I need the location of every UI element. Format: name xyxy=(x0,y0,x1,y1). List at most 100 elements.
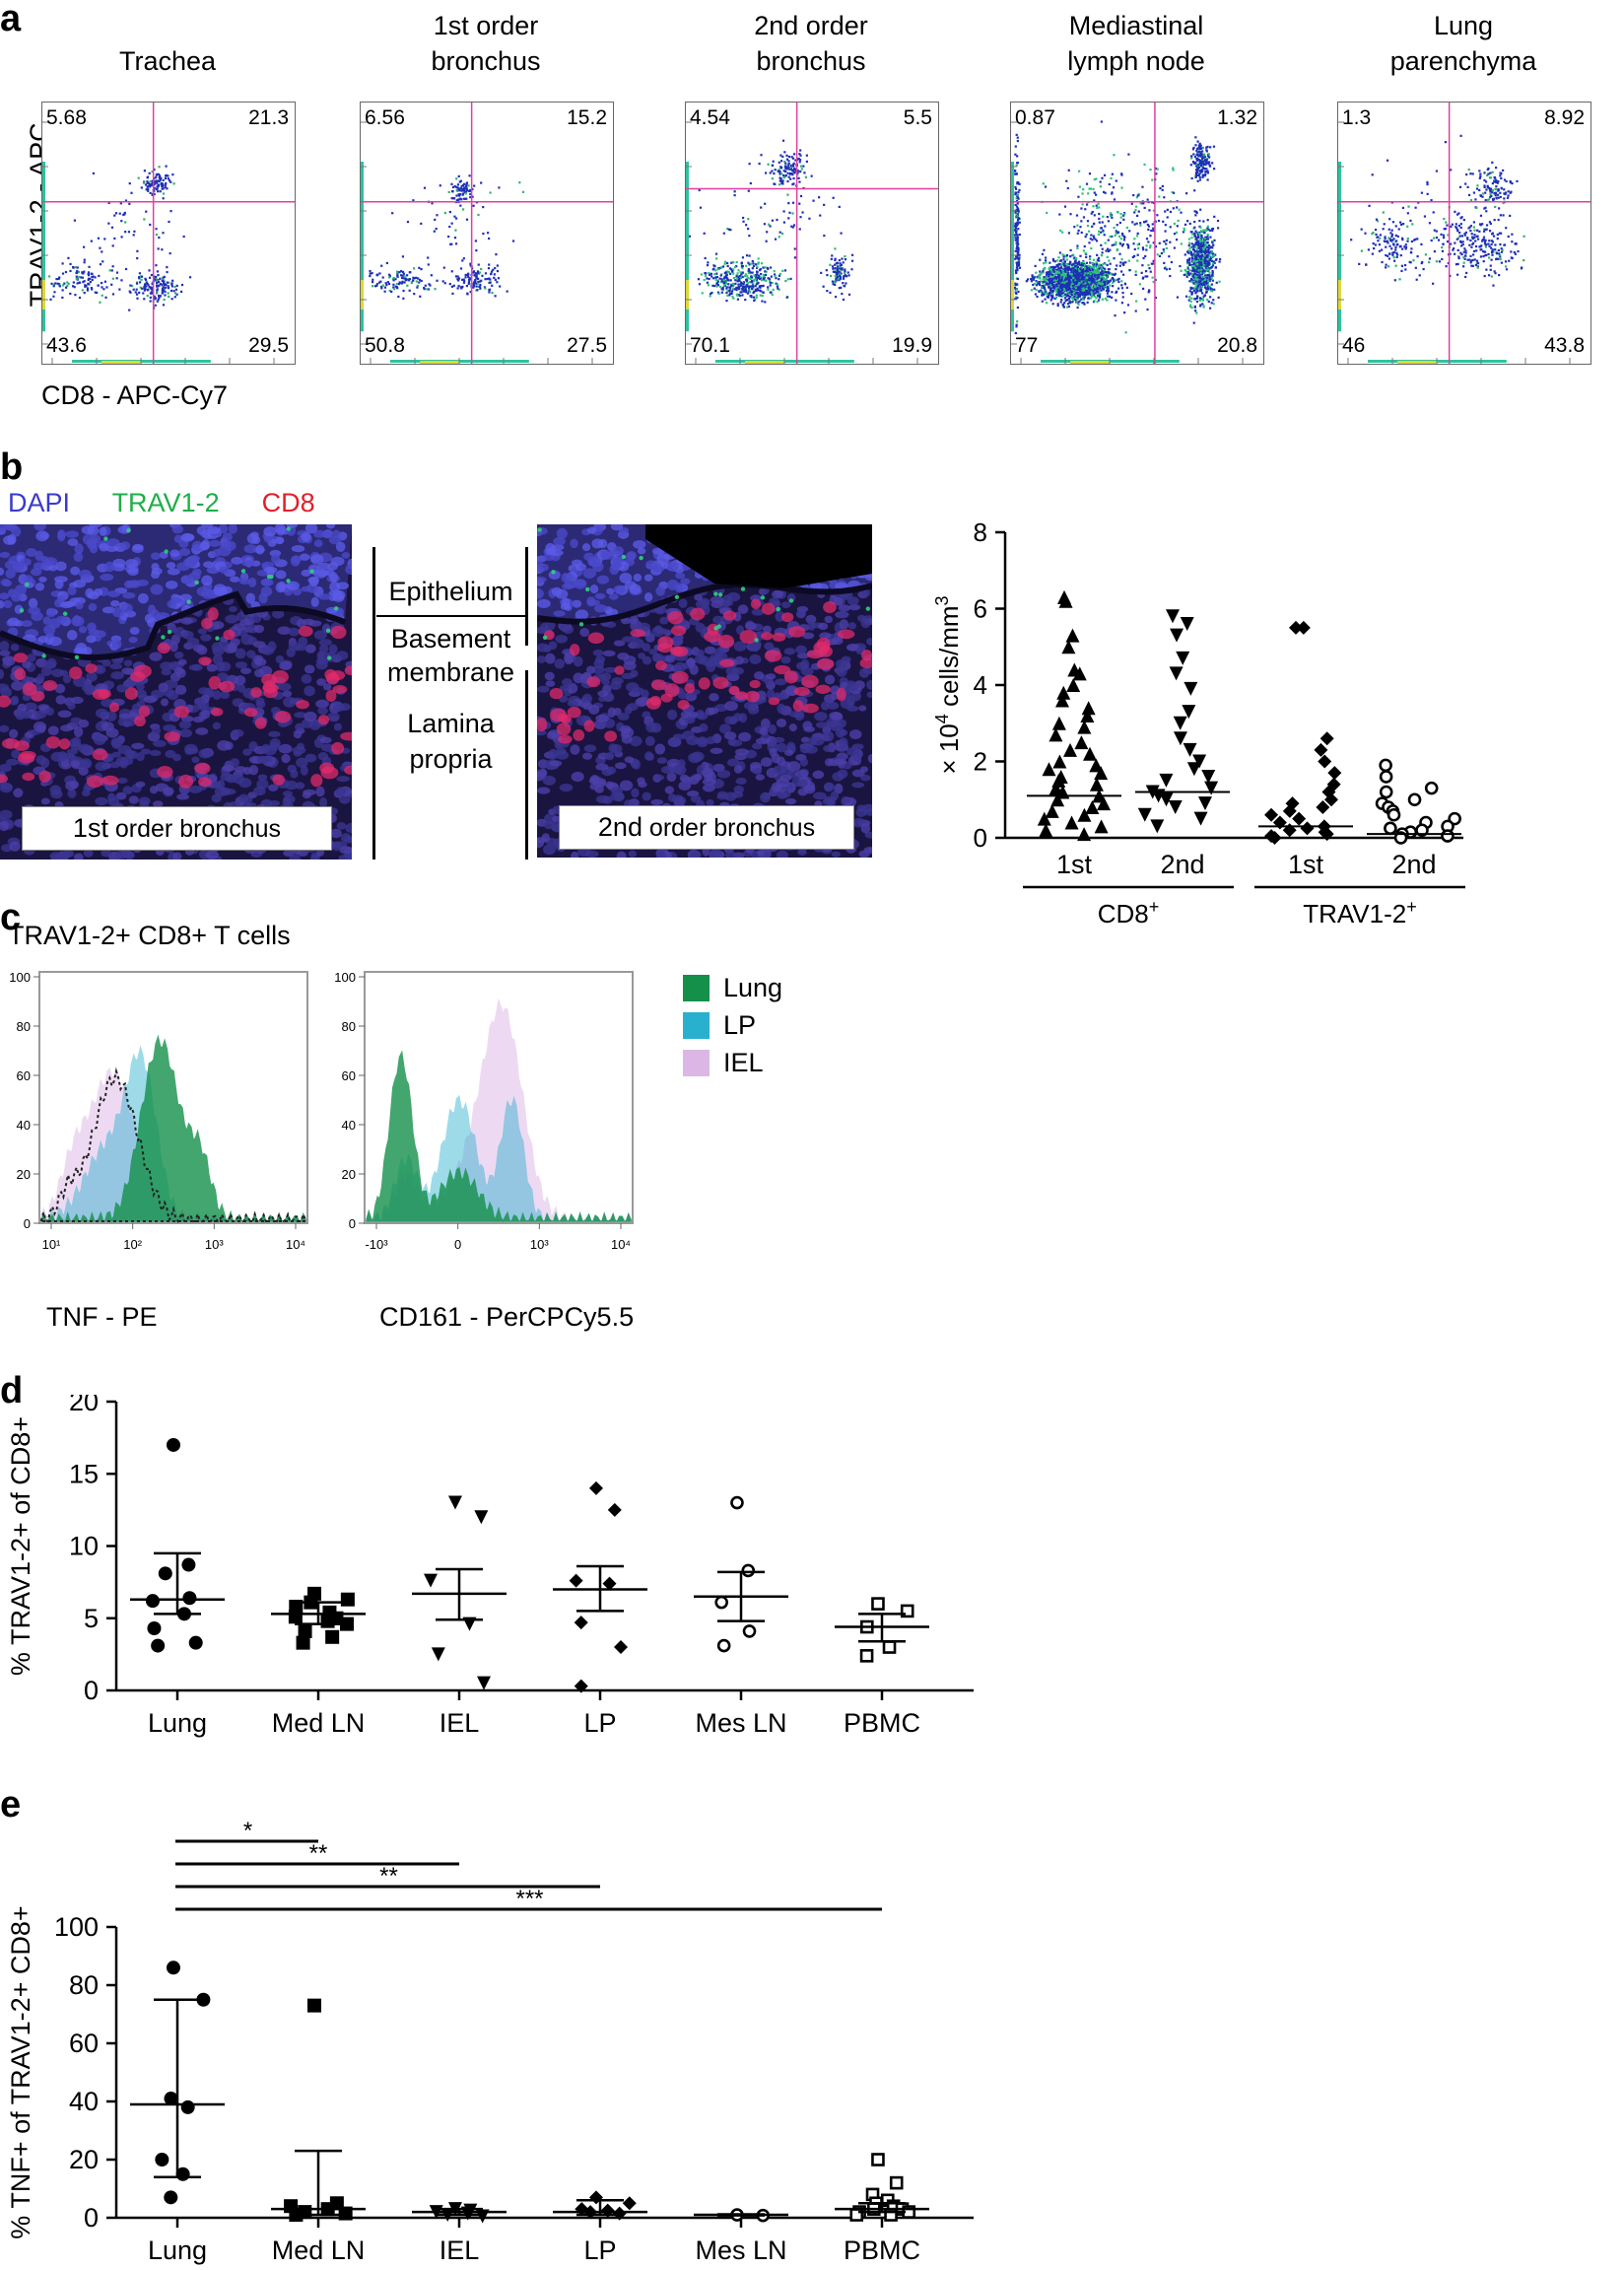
flow-plot: 5.68 21.3 43.6 29.5 xyxy=(41,102,296,365)
data-point xyxy=(1323,792,1338,807)
x-tick-label: PBMC xyxy=(844,2236,920,2265)
data-point xyxy=(1064,815,1079,830)
y-tick-label: 5 xyxy=(84,1604,99,1633)
layer-divider-1 xyxy=(376,615,525,617)
flow-plot: 6.56 15.2 50.8 27.5 xyxy=(360,102,614,365)
data-point xyxy=(1080,709,1095,722)
flow-plot-svg xyxy=(361,103,613,364)
bracket-label: TRAV1-2+ xyxy=(1303,897,1417,929)
histogram-legend: Lung LP IEL xyxy=(683,969,782,1081)
data-point xyxy=(602,1576,617,1591)
layer-bar-right-bottom xyxy=(525,670,528,860)
group-label: 1st xyxy=(1288,850,1324,879)
quadrant-br: 20.8 xyxy=(1217,334,1257,357)
data-point xyxy=(166,1437,180,1452)
quadrant-tr: 8.92 xyxy=(1544,106,1585,129)
data-point xyxy=(145,1594,160,1609)
quadrant-br: 27.5 xyxy=(567,334,607,357)
data-point xyxy=(1327,766,1342,781)
layer-lamina-2: propria xyxy=(409,744,493,774)
quadrant-tr: 21.3 xyxy=(248,106,289,129)
quadrant-tr: 1.32 xyxy=(1217,106,1257,129)
data-point xyxy=(1168,800,1183,814)
flow-title-line1: Lung xyxy=(1433,11,1494,40)
flow-edge-y xyxy=(42,162,45,332)
data-point xyxy=(196,1992,211,2007)
flow-title-line1: Mediastinal xyxy=(1068,11,1204,40)
x-tick-label: Lung xyxy=(148,1708,207,1738)
data-point xyxy=(1050,792,1065,807)
quadrant-bl: 70.1 xyxy=(690,334,730,357)
legend-item-lung: Lung xyxy=(683,969,782,1006)
data-point xyxy=(1173,731,1187,746)
data-point xyxy=(1054,693,1069,708)
flow-edge-y xyxy=(1338,162,1341,332)
data-point xyxy=(1296,620,1311,635)
data-point xyxy=(1077,827,1092,842)
hist-y-tick-label: 80 xyxy=(17,1019,31,1034)
data-point xyxy=(1289,620,1304,635)
data-point xyxy=(1097,796,1112,811)
tnf-histogram-curve-lung xyxy=(39,1034,306,1224)
data-point xyxy=(882,1640,897,1654)
data-point xyxy=(1314,742,1328,757)
tnf-percent-chart: 0 20 40 60 80 100 % TNF+ of TRAV1-2+ CD8+ Lung M… xyxy=(6,1818,974,2265)
data-point xyxy=(1282,823,1297,838)
data-point xyxy=(612,2206,627,2221)
panel-label-c: c xyxy=(0,897,22,938)
data-point xyxy=(1085,800,1100,814)
y-tick-label: 20 xyxy=(69,1395,99,1416)
hist-y-tick-label: 100 xyxy=(9,970,31,985)
micrograph-1st-label: 1st order bronchus xyxy=(22,806,332,851)
hist-y-tick-label: 20 xyxy=(342,1167,356,1182)
x-tick-label: LP xyxy=(583,2236,616,2265)
significance-label: ** xyxy=(309,1840,328,1867)
data-point xyxy=(859,1649,874,1663)
data-point xyxy=(181,1557,196,1572)
data-point xyxy=(151,1638,166,1653)
data-point xyxy=(1137,807,1152,822)
data-point xyxy=(574,1616,588,1630)
flow-plot-svg xyxy=(1011,103,1263,364)
legend-label: IEL xyxy=(723,1047,764,1077)
data-point xyxy=(188,1635,203,1650)
data-point xyxy=(474,1510,489,1525)
panel-c-title: TRAV1-2+ CD8+ T cells xyxy=(8,921,291,950)
legend-label: Lung xyxy=(723,972,783,1002)
data-point xyxy=(325,1629,340,1644)
y-tick-label: 80 xyxy=(69,1970,99,2000)
flow-plot: 4.54 5.5 70.1 19.9 xyxy=(685,102,939,365)
legend-item-lp: LP xyxy=(683,1006,782,1044)
layer-basement-1: Basement xyxy=(390,624,511,653)
layer-lamina-1: Lamina xyxy=(407,709,495,738)
x-tick-label: IEL xyxy=(440,1708,480,1738)
data-point xyxy=(1379,770,1393,784)
hist-x-tick-label: 10² xyxy=(123,1237,142,1252)
data-point xyxy=(340,1592,355,1607)
quadrant-br: 29.5 xyxy=(248,334,289,357)
hist-y-tick-label: 20 xyxy=(17,1167,31,1182)
micrograph-2nd-order: 2nd order bronchus xyxy=(537,524,872,858)
y-tick-label: 2 xyxy=(974,747,987,777)
data-point xyxy=(296,1635,310,1650)
x-tick-label: LP xyxy=(583,1708,616,1738)
hist-y-tick-label: 40 xyxy=(17,1118,31,1133)
quadrant-bl: 43.6 xyxy=(46,334,87,357)
data-point xyxy=(1173,716,1187,730)
data-point xyxy=(423,1573,438,1588)
flow-edge-y xyxy=(686,162,689,332)
layer-bar-right-top xyxy=(525,547,528,646)
y-tick-label: 0 xyxy=(84,2203,99,2233)
legend-item-iel: IEL xyxy=(683,1044,782,1081)
data-point xyxy=(1292,811,1307,826)
data-point xyxy=(147,1621,162,1636)
data-point xyxy=(447,1495,462,1510)
flow-title-line2: parenchyma xyxy=(1389,46,1537,76)
y-tick-label: 6 xyxy=(974,594,987,624)
quadrant-br: 19.9 xyxy=(892,334,932,357)
group-label: 2nd xyxy=(1160,850,1204,879)
quadrant-tr: 5.5 xyxy=(903,106,932,129)
data-point xyxy=(1077,807,1092,822)
stain-trav: TRAV1-2 xyxy=(111,488,220,517)
y-tick-label: 60 xyxy=(69,2029,99,2058)
